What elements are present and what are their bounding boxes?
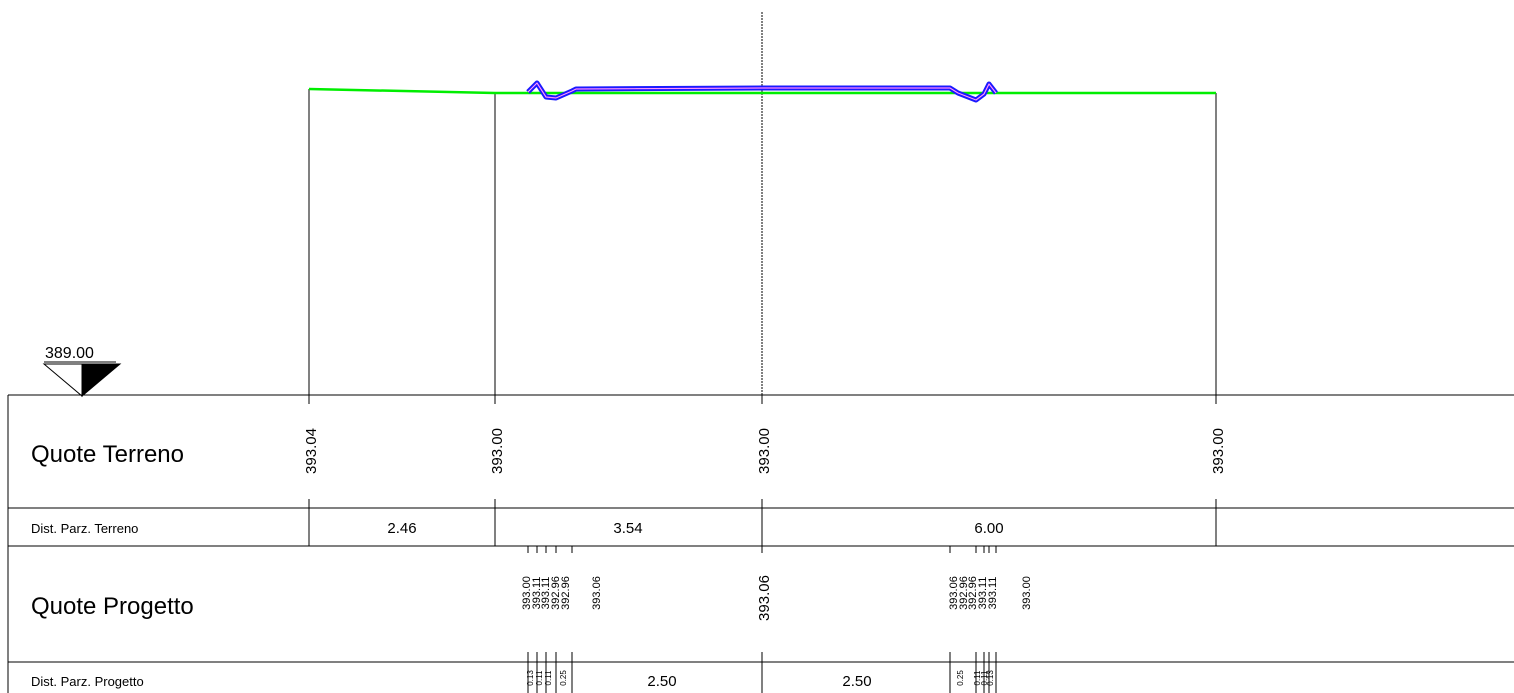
row-title-quote-progetto: Quote Progetto xyxy=(31,593,194,620)
quote-progetto-value: 392.96 xyxy=(550,576,562,610)
dist-parz-progetto-small-value: 0.25 xyxy=(559,670,568,686)
dist-parz-progetto-small-value: 0.13 xyxy=(526,670,535,686)
dist-parz-progetto-small-value: 0.11 xyxy=(980,670,989,686)
terrain-line xyxy=(308,87,1216,95)
quote-progetto-value: 392.96 xyxy=(958,576,970,610)
quote-progetto-value: 393.00 xyxy=(521,576,533,610)
dist-parz-progetto-small-value: 0.11 xyxy=(973,670,982,686)
dist-parz-terreno-value: 6.00 xyxy=(974,520,1003,537)
dist-parz-terreno-value: 2.46 xyxy=(387,520,416,537)
quote-progetto-value: 393.11 xyxy=(987,577,999,610)
quote-progetto-value: 393.06 xyxy=(948,576,960,610)
quote-progetto-value: 393.11 xyxy=(531,577,543,610)
quote-progetto-value: 392.96 xyxy=(560,576,572,610)
datum-label: 389.00 xyxy=(45,345,94,362)
dist-parz-terreno-value: 3.54 xyxy=(613,520,642,537)
datum-triangle-filled xyxy=(81,363,122,398)
quote-terreno-value: 393.04 xyxy=(303,428,320,474)
quote-progetto-value: 392.96 xyxy=(967,576,979,610)
quote-terreno-value: 393.00 xyxy=(1210,428,1227,474)
row-title-dist-parz-terreno: Dist. Parz. Terreno xyxy=(31,521,138,536)
profile-area xyxy=(308,12,1217,395)
dist-parz-progetto-value: 2.50 xyxy=(647,673,676,690)
project-outline-core xyxy=(527,82,997,101)
quote-progetto-value: 393.11 xyxy=(977,577,989,610)
quote-progetto-value: 393.06 xyxy=(591,576,603,610)
quote-progetto-value: 393.06 xyxy=(756,575,773,621)
row-title-dist-parz-progetto: Dist. Parz. Progetto xyxy=(31,674,144,689)
quote-progetto-value: 393.11 xyxy=(540,577,552,610)
dist-parz-progetto-small-value: 0.25 xyxy=(956,670,965,686)
dist-parz-progetto-small-value: 0.11 xyxy=(535,670,544,686)
row-title-quote-terreno: Quote Terreno xyxy=(31,441,184,468)
table-grid xyxy=(7,394,1514,693)
quote-progetto-value: 393.00 xyxy=(1021,576,1033,610)
dist-parz-progetto-small-value: 0.11 xyxy=(544,670,553,686)
datum-triangle-open xyxy=(42,363,83,398)
quote-terreno-value: 393.00 xyxy=(756,428,773,474)
quote-terreno-value: 393.00 xyxy=(489,428,506,474)
datum-marker: 389.00 xyxy=(42,345,122,398)
dist-parz-progetto-small-value: 0.13 xyxy=(986,670,995,686)
dist-parz-progetto-value: 2.50 xyxy=(842,673,871,690)
